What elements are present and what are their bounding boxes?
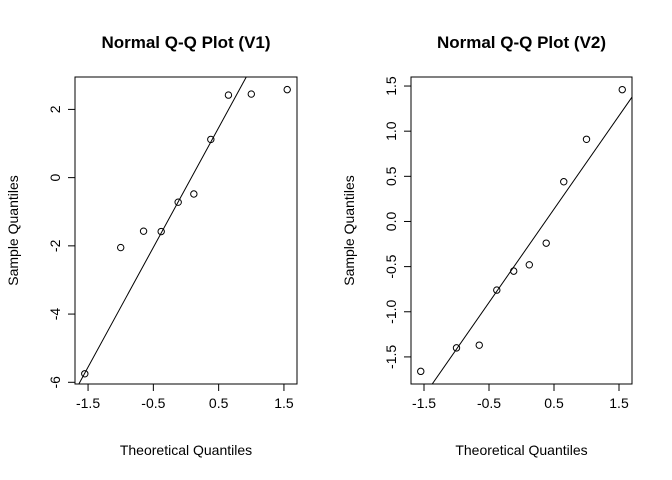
qq-plot-panel-v2: Normal Q-Q Plot (V2) -1.5 -0.5 0.5 1.5 -1.5 -1… [341,33,633,458]
y-tick-label: 0.0 [383,212,399,232]
plot-frame [74,76,298,385]
y-tick-label: 1.5 [383,76,399,96]
data-point [525,261,533,269]
data-point [190,190,198,198]
plot-frame [410,76,633,385]
x-tick-label: -0.5 [477,395,501,411]
y-axis-label: Sample Quantiles [341,175,357,286]
x-axis-label: Theoretical Quantiles [455,442,587,458]
qq-reference-line [78,77,247,384]
x-tick-label: 0.5 [544,395,564,411]
data-point [542,239,550,247]
data-point [207,135,215,144]
data-point [139,227,148,235]
x-tick-label: -0.5 [141,395,165,411]
x-tick-label: -1.5 [76,395,100,411]
data-point [283,85,291,94]
data-point [618,85,626,94]
y-tick-label: 2 [47,105,63,113]
data-point [174,198,182,206]
data-point [493,286,501,294]
x-tick-label: 0.5 [209,395,229,411]
y-tick-label: -4 [47,308,63,321]
x-tick-label: 1.5 [274,395,294,411]
data-point [247,90,255,98]
data-point [417,367,425,376]
data-point [560,178,568,186]
y-tick-label: -6 [47,376,63,389]
data-point [510,267,518,275]
data-point [475,341,483,349]
y-tick-label: -0.5 [383,254,399,278]
x-axis-label: Theoretical Quantiles [120,442,252,458]
data-point [224,91,233,99]
data-point [157,227,165,236]
chart-title: Normal Q-Q Plot (V1) [101,33,270,52]
qq-reference-line [431,96,632,384]
data-point [582,135,591,144]
qq-plot-panel-v1: Normal Q-Q Plot (V1) -1.5 -0.5 0.5 1.5 -6 -4 -2… [5,33,298,458]
data-point [81,370,89,378]
y-tick-label: -1.5 [383,345,399,369]
x-tick-label: 1.5 [609,395,629,411]
y-tick-label: 0 [47,174,63,182]
y-axis-label: Sample Quantiles [5,175,21,286]
y-tick-label: -1.0 [383,299,399,323]
x-tick-label: -1.5 [412,395,436,411]
chart-title: Normal Q-Q Plot (V2) [437,33,606,52]
data-point [452,344,461,352]
data-point [117,243,125,252]
y-tick-label: 0.5 [383,166,399,186]
y-tick-label: -2 [47,239,63,252]
y-tick-label: 1.0 [383,121,399,141]
